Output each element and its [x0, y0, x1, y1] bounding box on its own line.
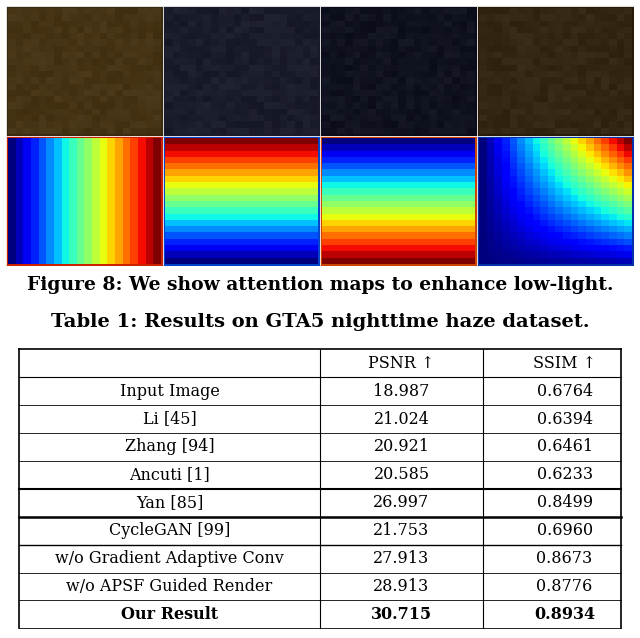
Bar — [477, 136, 634, 266]
Text: Figure 8: We show attention maps to enhance low-light.: Figure 8: We show attention maps to enha… — [27, 276, 613, 293]
Text: 0.6394: 0.6394 — [536, 411, 593, 427]
Text: 21.024: 21.024 — [374, 411, 429, 427]
Bar — [163, 6, 320, 136]
Bar — [477, 6, 634, 136]
Text: PSNR ↑: PSNR ↑ — [369, 355, 435, 372]
Text: 0.6461: 0.6461 — [536, 438, 593, 456]
Text: Input Image: Input Image — [120, 383, 220, 399]
Text: Our Result: Our Result — [121, 606, 218, 623]
Text: Yan [85]: Yan [85] — [136, 494, 203, 511]
Text: 0.6233: 0.6233 — [536, 466, 593, 484]
Text: w/o Gradient Adaptive Conv: w/o Gradient Adaptive Conv — [55, 550, 284, 567]
Bar — [6, 6, 163, 136]
Text: 0.6764: 0.6764 — [536, 383, 593, 399]
Text: 0.8776: 0.8776 — [536, 578, 593, 595]
Text: Zhang [94]: Zhang [94] — [125, 438, 214, 456]
Text: 0.8673: 0.8673 — [536, 550, 593, 567]
Text: Li [45]: Li [45] — [143, 411, 196, 427]
Text: 18.987: 18.987 — [373, 383, 429, 399]
Bar — [163, 136, 320, 266]
Bar — [320, 6, 477, 136]
Text: 20.585: 20.585 — [374, 466, 429, 484]
Text: 0.6960: 0.6960 — [536, 522, 593, 539]
Text: w/o APSF Guided Render: w/o APSF Guided Render — [67, 578, 273, 595]
Bar — [320, 136, 477, 266]
Text: CycleGAN [99]: CycleGAN [99] — [109, 522, 230, 539]
Text: 28.913: 28.913 — [373, 578, 429, 595]
Text: 26.997: 26.997 — [373, 494, 429, 511]
Text: 27.913: 27.913 — [373, 550, 429, 567]
Text: 30.715: 30.715 — [371, 606, 432, 623]
Text: SSIM ↑: SSIM ↑ — [533, 355, 596, 372]
Text: Ancuti [1]: Ancuti [1] — [129, 466, 210, 484]
Bar — [6, 136, 163, 266]
Text: 0.8934: 0.8934 — [534, 606, 595, 623]
Text: Table 1: Results on GTA5 nighttime haze dataset.: Table 1: Results on GTA5 nighttime haze … — [51, 313, 589, 331]
Text: 21.753: 21.753 — [373, 522, 429, 539]
Text: 0.8499: 0.8499 — [536, 494, 593, 511]
Text: 20.921: 20.921 — [374, 438, 429, 456]
